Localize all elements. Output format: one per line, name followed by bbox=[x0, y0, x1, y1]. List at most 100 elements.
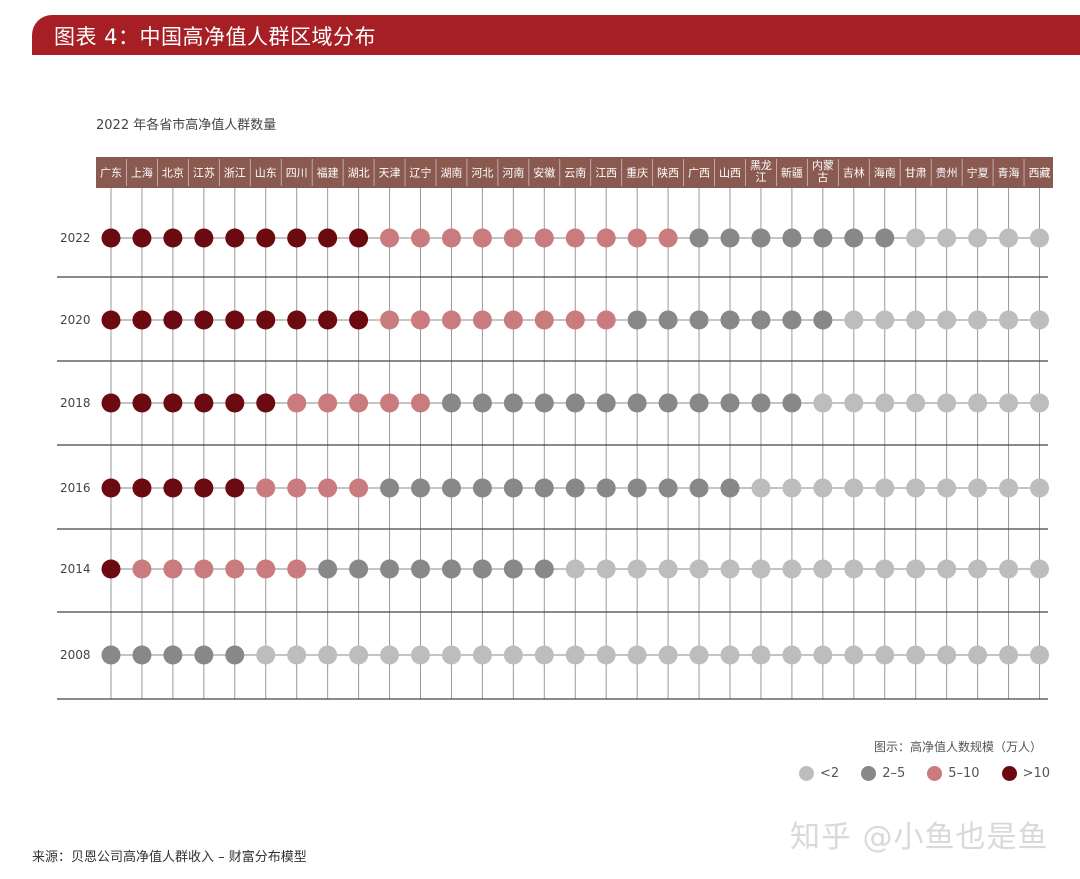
province-label: 江西 bbox=[595, 167, 617, 180]
dot-安徽-2020 bbox=[534, 310, 554, 330]
province-label: 新疆 bbox=[781, 166, 803, 180]
dot-海南-2022 bbox=[875, 228, 895, 248]
dot-河北-2014 bbox=[472, 559, 492, 579]
dot-山西-2008 bbox=[720, 645, 740, 665]
dot-海南-2016 bbox=[875, 478, 895, 498]
legend-dot-2-5 bbox=[861, 766, 877, 781]
dot-北京-2020 bbox=[163, 310, 183, 330]
chart-subtitle: 2022 年各省市高净值人群数量 bbox=[96, 118, 277, 133]
dot-浙江-2014 bbox=[225, 559, 245, 579]
year-label: 2016 bbox=[60, 481, 91, 495]
dot-河北-2022 bbox=[472, 228, 492, 248]
dot-云南-2018 bbox=[565, 393, 585, 413]
dot-天津-2020 bbox=[380, 310, 400, 330]
title-banner: 图表 4：中国高净值人群区域分布 bbox=[32, 15, 1080, 55]
dot-matrix-chart: 广东 上海 北京 江苏 浙江 山东 四川 福建 湖北 天津 辽宁 湖南 河北 河南 安徽 云南 江西 重庆 陕西 广西… bbox=[57, 157, 1053, 700]
dot-贵州-2008 bbox=[937, 645, 957, 665]
dot-河南-2022 bbox=[503, 228, 523, 248]
dot-河南-2020 bbox=[503, 310, 523, 330]
dot-云南-2016 bbox=[565, 478, 585, 498]
dot-湖南-2014 bbox=[441, 559, 461, 579]
dot-天津-2018 bbox=[380, 393, 400, 413]
dot-湖北-2022 bbox=[349, 228, 369, 248]
dot-福建-2018 bbox=[318, 393, 338, 413]
dot-山东-2016 bbox=[256, 478, 276, 498]
dot-新疆-2020 bbox=[782, 310, 802, 330]
dot-湖南-2008 bbox=[441, 645, 461, 665]
dot-四川-2018 bbox=[287, 393, 307, 413]
dot-江西-2020 bbox=[596, 310, 616, 330]
dot-新疆-2022 bbox=[782, 228, 802, 248]
dot-广西-2022 bbox=[689, 228, 709, 248]
watermark: 知乎 @小鱼也是鱼 bbox=[790, 820, 1049, 855]
dot-甘肃-2008 bbox=[906, 645, 926, 665]
province-label: 湖北 bbox=[348, 167, 370, 180]
dot-辽宁-2020 bbox=[411, 310, 430, 330]
dot-贵州-2018 bbox=[937, 393, 957, 413]
dot-西藏-2008 bbox=[1030, 645, 1049, 665]
province-label: 四川 bbox=[286, 167, 308, 180]
dot-贵州-2014 bbox=[937, 559, 957, 579]
dot-内蒙古-2020 bbox=[813, 310, 833, 330]
dot-青海-2014 bbox=[999, 559, 1019, 579]
dot-宁夏-2008 bbox=[968, 645, 988, 665]
source-note: 来源：贝恩公司高净值人群收入 – 财富分布模型 bbox=[32, 850, 307, 865]
dot-陕西-2020 bbox=[658, 310, 678, 330]
dot-黑龙江-2018 bbox=[751, 393, 771, 413]
legend-dot-5-10 bbox=[927, 766, 943, 781]
dot-四川-2022 bbox=[287, 228, 307, 248]
dot-广西-2018 bbox=[689, 393, 709, 413]
dot-甘肃-2018 bbox=[906, 393, 926, 413]
dot-湖北-2014 bbox=[349, 559, 369, 579]
province-label: 山东 bbox=[255, 167, 277, 180]
province-label: 宁夏 bbox=[967, 166, 989, 180]
dot-黑龙江-2014 bbox=[751, 559, 771, 579]
dot-江苏-2008 bbox=[194, 645, 214, 665]
dot-江西-2014 bbox=[596, 559, 616, 579]
province-label: 西藏 bbox=[1029, 167, 1051, 180]
dot-浙江-2022 bbox=[225, 228, 245, 248]
dot-云南-2008 bbox=[565, 645, 585, 665]
year-label: 2008 bbox=[60, 648, 91, 662]
province-label: 辽宁 bbox=[410, 166, 432, 180]
dot-吉林-2022 bbox=[844, 228, 864, 248]
dot-重庆-2020 bbox=[627, 310, 647, 330]
legend-item-gt10: >10 bbox=[1001, 766, 1050, 781]
dot-新疆-2018 bbox=[782, 393, 802, 413]
dot-黑龙江-2020 bbox=[751, 310, 771, 330]
dot-江苏-2022 bbox=[194, 228, 214, 248]
dot-江苏-2020 bbox=[194, 310, 214, 330]
province-label: 浙江 bbox=[224, 167, 246, 180]
dot-新疆-2014 bbox=[782, 559, 802, 579]
dot-山东-2014 bbox=[256, 559, 276, 579]
dot-广东-2016 bbox=[101, 478, 121, 498]
dot-浙江-2020 bbox=[225, 310, 245, 330]
dot-湖南-2018 bbox=[441, 393, 461, 413]
dot-湖北-2018 bbox=[349, 393, 369, 413]
dot-山西-2016 bbox=[720, 478, 740, 498]
dot-江苏-2018 bbox=[194, 393, 214, 413]
legend-dot-gt10 bbox=[1001, 766, 1017, 781]
dot-内蒙古-2018 bbox=[813, 393, 833, 413]
dot-山西-2018 bbox=[720, 393, 740, 413]
province-label: 安徽 bbox=[533, 166, 555, 180]
dot-四川-2014 bbox=[287, 559, 307, 579]
dot-安徽-2018 bbox=[534, 393, 554, 413]
dot-河北-2018 bbox=[472, 393, 492, 413]
year-label: 2020 bbox=[60, 313, 91, 327]
dot-北京-2008 bbox=[163, 645, 183, 665]
dot-江西-2016 bbox=[596, 478, 616, 498]
dot-吉林-2018 bbox=[844, 393, 864, 413]
dot-海南-2020 bbox=[875, 310, 895, 330]
dot-广东-2020 bbox=[101, 310, 121, 330]
legend-title: 图示：高净值人数规模（万人） bbox=[873, 740, 1042, 754]
dot-吉林-2014 bbox=[844, 559, 864, 579]
dot-北京-2014 bbox=[163, 559, 183, 579]
dot-内蒙古-2022 bbox=[813, 228, 833, 248]
dot-福建-2014 bbox=[318, 559, 338, 579]
dot-天津-2016 bbox=[380, 478, 400, 498]
dot-福建-2020 bbox=[318, 310, 338, 330]
dot-河南-2014 bbox=[503, 559, 523, 579]
dot-内蒙古-2008 bbox=[813, 645, 833, 665]
dot-云南-2020 bbox=[565, 310, 585, 330]
